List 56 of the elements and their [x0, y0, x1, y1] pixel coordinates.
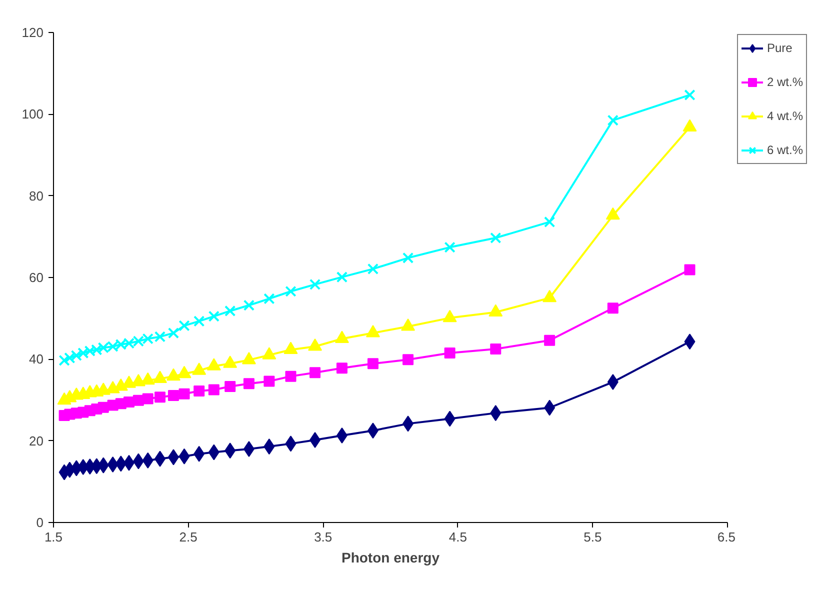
- point: [402, 252, 414, 264]
- point: [607, 114, 619, 126]
- point: [367, 358, 378, 370]
- x-tick-label: 4.5: [448, 530, 467, 544]
- point: [309, 278, 321, 290]
- point: [193, 316, 205, 327]
- point: [178, 320, 190, 332]
- y-tick-label: 0: [36, 515, 44, 530]
- point: [607, 302, 618, 314]
- x-axis-title: Photon energy: [341, 550, 440, 566]
- point: [168, 327, 180, 339]
- point: [194, 386, 205, 397]
- point: [444, 242, 456, 253]
- point: [684, 264, 696, 276]
- point: [285, 286, 296, 297]
- point: [310, 367, 321, 378]
- point: [154, 392, 166, 403]
- y-tick-label: 80: [29, 188, 44, 204]
- point: [224, 381, 236, 392]
- point: [243, 300, 255, 311]
- x-tick-label: 2.5: [179, 530, 198, 544]
- point: [168, 390, 179, 402]
- x-tick-label: 3.5: [314, 530, 332, 544]
- x-tick-label: 6.5: [717, 530, 736, 544]
- point: [142, 393, 154, 404]
- legend-label: 6 wt.%: [767, 143, 804, 157]
- point: [490, 343, 502, 354]
- point: [264, 293, 275, 304]
- point: [402, 354, 414, 366]
- point: [684, 89, 696, 101]
- point: [243, 378, 254, 390]
- y-tick-label: 100: [22, 106, 44, 122]
- legend-label: 2 wt.%: [767, 75, 804, 89]
- point: [336, 271, 348, 283]
- point: [264, 376, 275, 387]
- legend-label: Pure: [767, 41, 792, 55]
- y-tick-label: 60: [29, 270, 44, 285]
- point: [367, 263, 379, 275]
- point: [58, 354, 70, 366]
- legend-label: 4 wt.%: [767, 109, 804, 123]
- x-tick-label: 1.5: [44, 530, 63, 544]
- y-tick-label: 20: [29, 433, 44, 448]
- point: [285, 370, 296, 382]
- point: [208, 384, 220, 396]
- y-tick-label: 40: [29, 352, 44, 367]
- point: [224, 305, 236, 317]
- y-tick-label: 120: [22, 25, 44, 40]
- point: [243, 441, 254, 457]
- point: [544, 334, 556, 346]
- point: [336, 362, 348, 374]
- point: [544, 216, 556, 228]
- point: [208, 310, 220, 322]
- point: [490, 232, 502, 244]
- point: [444, 348, 456, 359]
- point: [178, 388, 190, 400]
- x-tick-label: 5.5: [584, 530, 602, 544]
